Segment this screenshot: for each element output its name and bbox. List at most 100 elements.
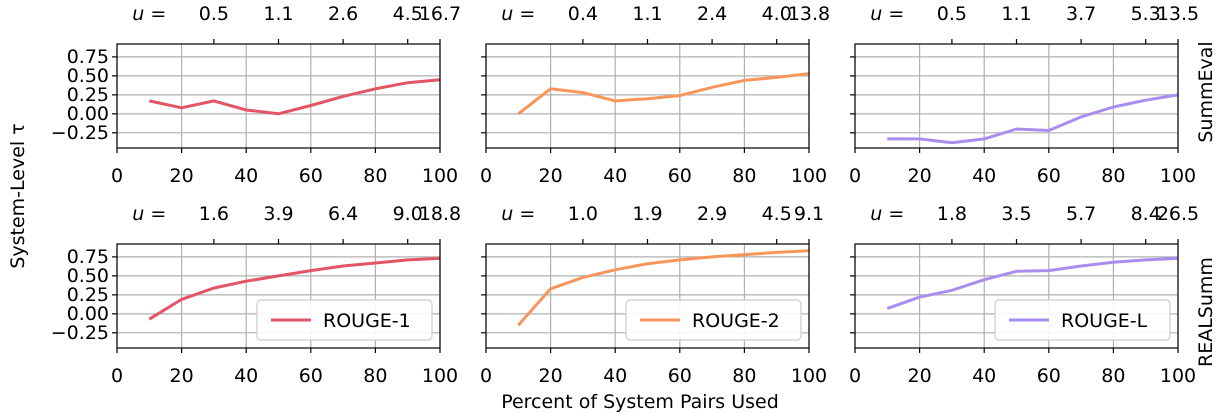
u-tick-label: 4.0 (762, 3, 792, 25)
y-tick-label: 0.75 (67, 46, 109, 68)
u-axis-label: u = (501, 203, 535, 225)
u-tick-label: 0.5 (937, 3, 967, 25)
y-axis-label: System-Level τ (7, 123, 29, 268)
x-tick-label: 20 (170, 365, 194, 387)
u-tick-label: 4.5 (393, 3, 423, 25)
legend-box (256, 299, 433, 341)
x-tick-label: 100 (1160, 365, 1196, 387)
u-tick-label: 1.9 (632, 203, 662, 225)
u-tick-label: 1.1 (263, 3, 293, 25)
u-tick-label: 1.8 (937, 203, 967, 225)
u-tick-label: 5.7 (1066, 203, 1096, 225)
x-tick-label: 80 (732, 365, 756, 387)
u-tick-label: 1.6 (199, 203, 229, 225)
u-tick-label: 4.5 (762, 203, 792, 225)
x-tick-label: 0 (111, 165, 123, 187)
u-axis-label: u = (870, 203, 904, 225)
x-tick-label: 80 (732, 165, 756, 187)
x-tick-label: 80 (1101, 365, 1125, 387)
x-tick-label: 20 (539, 365, 563, 387)
x-tick-label: 0 (480, 365, 492, 387)
x-tick-label: 40 (603, 365, 627, 387)
series-line-rouge-l (887, 93, 1179, 145)
legend-rouge-1: ROUGE-1 (256, 299, 433, 341)
x-tick-label: 60 (299, 165, 323, 187)
u-tick-label: 26.5 (1157, 203, 1199, 225)
y-tick-label: 0.50 (67, 65, 109, 87)
u-tick-label: 9.1 (794, 203, 824, 225)
x-tick-label: 60 (668, 365, 692, 387)
x-tick-label: 80 (1101, 165, 1125, 187)
series-line-rouge-1 (148, 78, 441, 116)
x-tick-label: 100 (791, 365, 827, 387)
x-tick-label: 80 (363, 165, 387, 187)
u-tick-label: 9.0 (393, 203, 423, 225)
x-tick-label: 80 (363, 365, 387, 387)
u-tick-label: 3.5 (1001, 203, 1031, 225)
legend-label: ROUGE-2 (692, 310, 780, 332)
y-tick-label: 0.50 (67, 265, 109, 287)
u-tick-label: 3.7 (1066, 3, 1096, 25)
legend-rouge-l: ROUGE-L (994, 299, 1171, 341)
y-tick-label: 0.75 (67, 246, 109, 268)
x-tick-label: 40 (234, 365, 258, 387)
panel-rouge-1-row1: 0 20 40 60 80 100 0.750.500.250.00−0.25 1.6 3.9 6… (51, 203, 461, 387)
x-tick-label: 40 (972, 365, 996, 387)
panel-rouge-1-row0: 0 20 40 60 80 100 0.750.500.250.00−0.25 0.5 1.1 2… (51, 3, 461, 187)
x-tick-label: 100 (422, 165, 458, 187)
u-axis-label: u = (132, 203, 166, 225)
u-tick-label: 1.0 (568, 203, 598, 225)
u-tick-label: 2.4 (697, 3, 727, 25)
panel-rouge-2-row1: 0 20 40 60 80 100 1.0 1.9 2.9 4.5 9.1 u = ROUGE-2 (480, 203, 827, 387)
x-tick-label: 0 (111, 365, 123, 387)
y-tick-label: 0.00 (67, 103, 109, 125)
series-line-rouge-2 (517, 72, 810, 115)
u-tick-label: 13.8 (788, 3, 830, 25)
x-tick-label: 20 (170, 165, 194, 187)
x-axis-label: Percent of System Pairs Used (501, 391, 779, 413)
u-axis-label: u = (870, 3, 904, 25)
u-tick-label: 1.1 (1001, 3, 1031, 25)
panel-rouge-l-row1: 0 20 40 60 80 100 1.8 3.5 5.7 8.426.5 u = ROUGE-L (849, 203, 1199, 387)
row-label-realsumm: REALSumm (1195, 257, 1217, 367)
panel-rouge-2-row0: 0 20 40 60 80 100 0.4 1.1 2.4 4.013.8 u = (480, 3, 830, 187)
x-tick-label: 0 (849, 365, 861, 387)
x-tick-label: 60 (668, 165, 692, 187)
series-line-rouge-l (886, 256, 1179, 310)
legend-box (994, 299, 1171, 341)
y-tick-label: 0.25 (67, 284, 109, 306)
u-tick-label: 0.5 (199, 3, 229, 25)
x-tick-label: 20 (908, 165, 932, 187)
x-tick-label: 20 (908, 365, 932, 387)
u-tick-label: 5.3 (1131, 3, 1161, 25)
x-tick-label: 40 (234, 165, 258, 187)
y-tick-label: −0.25 (51, 322, 109, 344)
x-tick-label: 60 (1037, 165, 1061, 187)
u-axis-label: u = (501, 3, 535, 25)
y-tick-label: 0.00 (67, 303, 109, 325)
x-tick-label: 100 (791, 165, 827, 187)
u-tick-label: 16.7 (419, 3, 461, 25)
u-tick-label: 3.9 (263, 203, 293, 225)
x-tick-label: 60 (299, 365, 323, 387)
x-tick-label: 40 (972, 165, 996, 187)
legend-box (625, 299, 802, 341)
u-tick-label: 8.4 (1131, 203, 1161, 225)
x-tick-label: 0 (480, 165, 492, 187)
x-tick-label: 60 (1037, 365, 1061, 387)
u-tick-label: 1.1 (632, 3, 662, 25)
x-tick-label: 100 (422, 365, 458, 387)
series-line-rouge-2 (517, 249, 810, 327)
series-line-rouge-1 (148, 256, 441, 321)
legend-label: ROUGE-1 (323, 310, 411, 332)
x-tick-label: 100 (1160, 165, 1196, 187)
legend-rouge-2: ROUGE-2 (625, 299, 802, 341)
u-tick-label: 2.6 (328, 3, 358, 25)
legend-label: ROUGE-L (1061, 310, 1148, 332)
u-tick-label: 18.8 (419, 203, 461, 225)
u-tick-label: 0.4 (568, 3, 598, 25)
x-tick-label: 0 (849, 165, 861, 187)
u-axis-label: u = (132, 3, 166, 25)
x-tick-label: 20 (539, 165, 563, 187)
